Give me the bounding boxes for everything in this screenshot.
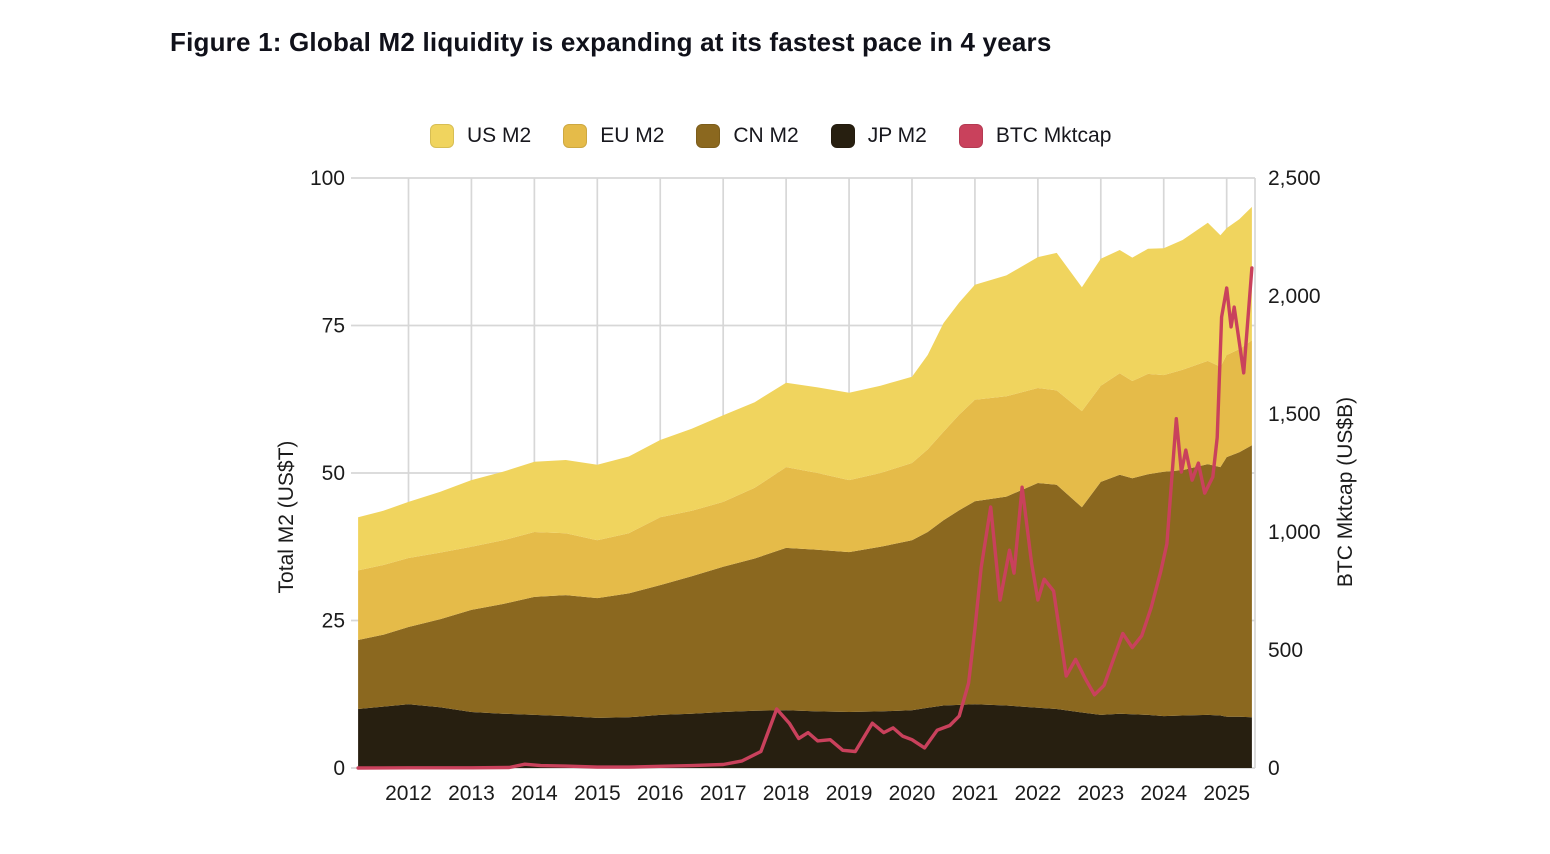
legend-swatch-jp-m2 [830,124,855,148]
left-axis-tick-label: 75 [322,315,345,338]
legend-label-btc-mktcap: BTC Mktcap [995,124,1112,147]
right-axis-tick-label: 1,500 [1268,403,1321,426]
legend-swatch-eu-m2 [563,124,588,148]
x-axis-tick-label: 2013 [448,782,495,805]
legend-label-cn-m2: CN M2 [733,124,799,147]
x-axis-tick-label: 2015 [574,782,621,805]
chart-legend: US M2 EU M2 CN M2 JP M2 BTC Mktcap [430,124,1111,148]
legend-label-us-m2: US M2 [467,124,532,147]
x-axis-tick-label: 2019 [826,782,873,805]
legend-label-jp-m2: JP M2 [867,124,927,147]
legend-item-cn-m2: CN M2 [696,124,799,148]
right-axis-title: BTC Mktcap (US$B) [1334,396,1357,588]
right-axis-tick-label: 0 [1268,757,1280,780]
legend-item-jp-m2: JP M2 [830,124,927,148]
left-axis-tick-label: 0 [333,757,345,780]
legend-label-eu-m2: EU M2 [600,124,665,147]
right-axis-tick-label: 2,000 [1268,285,1321,308]
x-axis-tick-label: 2017 [700,782,747,805]
legend-swatch-btc-mktcap [958,124,983,148]
x-axis-tick-label: 2025 [1203,782,1250,805]
x-axis-tick-label: 2024 [1140,782,1187,805]
legend-swatch-cn-m2 [696,124,721,148]
left-axis-tick-label: 25 [322,610,345,633]
figure-title: Figure 1: Global M2 liquidity is expandi… [170,27,1052,57]
btc-mktcap-line [356,266,1254,770]
x-axis-tick-label: 2023 [1077,782,1124,805]
left-axis-tick-label: 100 [310,167,345,190]
left-axis-title: Total M2 (US$T) [275,440,298,594]
right-axis-tick-label: 1,000 [1268,521,1321,544]
x-axis-tick-label: 2021 [952,782,999,805]
legend-swatch-us-m2 [430,124,454,148]
x-axis-tick-label: 2016 [637,782,684,805]
legend-item-us-m2: US M2 [430,124,531,148]
x-axis-tick-label: 2012 [385,782,432,805]
area-us-m2 [358,206,1252,571]
x-axis-tick-label: 2022 [1015,782,1062,805]
x-axis-tick-label: 2014 [511,782,558,805]
x-axis-tick-label: 2018 [763,782,810,805]
area-eu-m2 [358,340,1252,640]
right-axis-tick-label: 500 [1268,639,1303,662]
area-cn-m2 [358,445,1252,718]
x-axis-tick-label: 2020 [889,782,936,805]
right-axis-tick-label: 2,500 [1268,167,1321,190]
legend-item-eu-m2: EU M2 [563,124,664,148]
legend-item-btc-mktcap: BTC Mktcap [958,124,1112,148]
left-axis-tick-label: 50 [322,462,345,485]
